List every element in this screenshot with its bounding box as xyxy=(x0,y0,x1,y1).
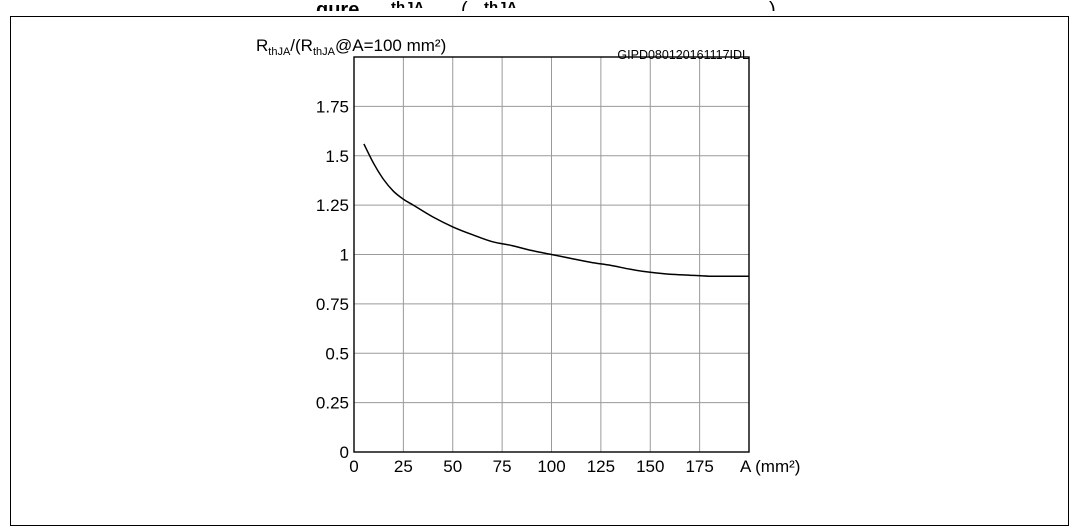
y-axis-label-part: R xyxy=(256,36,268,55)
figure-title-subscript-fragment: thJA xyxy=(391,0,424,8)
y-axis-label-subscript: thJA xyxy=(268,46,291,58)
y-tick-label: 0 xyxy=(340,443,349,462)
y-tick-label: 0.5 xyxy=(325,344,349,363)
x-tick-label: 175 xyxy=(685,457,713,476)
y-axis: 0 0.25 0.5 0.75 1 1.25 1.5 1.75 xyxy=(316,97,349,462)
y-tick-label: 0.25 xyxy=(316,394,349,413)
y-tick-label: 0.75 xyxy=(316,295,349,314)
y-axis-label-subscript: thJA xyxy=(313,46,336,58)
plot-area-border xyxy=(353,56,750,453)
x-tick-label: 100 xyxy=(537,457,565,476)
figure-title-subscript-fragment: thJA xyxy=(484,0,517,8)
figure-title-fragment: ( xyxy=(461,0,468,11)
y-axis-label: RthJA/(RthJA@A=100 mm²) xyxy=(256,36,446,58)
x-tick-label: 50 xyxy=(443,457,462,476)
series-line xyxy=(363,143,749,278)
y-axis-label-part: /(R xyxy=(290,36,313,55)
x-axis-label: A (mm²) xyxy=(740,457,800,476)
chart-code-label: GIPD080120161117IDL xyxy=(617,48,749,62)
x-tick-label: 150 xyxy=(636,457,664,476)
x-tick-label: 125 xyxy=(587,457,615,476)
figure-title-fragment: ) xyxy=(769,0,776,11)
x-tick-label: 0 xyxy=(349,457,358,476)
x-tick-label: 25 xyxy=(394,457,413,476)
y-tick-label: 1.5 xyxy=(325,147,349,166)
y-tick-label: 1.75 xyxy=(316,97,349,116)
chart-frame xyxy=(10,16,1069,526)
x-tick-label: 75 xyxy=(493,457,512,476)
y-tick-label: 1.25 xyxy=(316,196,349,215)
y-axis-label-part: @A=100 mm²) xyxy=(335,36,446,55)
x-axis: 0 25 50 75 100 125 150 175 xyxy=(349,457,714,476)
figure-title-fragment: gure xyxy=(316,0,360,11)
y-tick-label: 1 xyxy=(340,246,349,265)
